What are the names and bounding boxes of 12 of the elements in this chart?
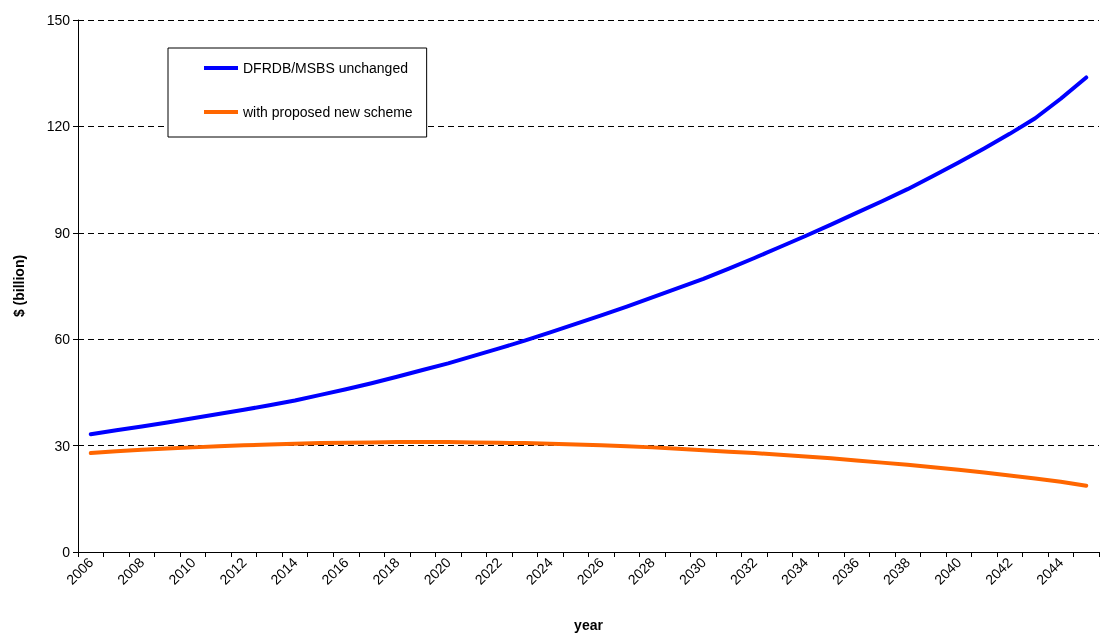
x-axis-title: year: [574, 617, 604, 633]
y-tick-label: 0: [62, 544, 71, 560]
legend-label: with proposed new scheme: [242, 104, 413, 120]
y-tick-label: 150: [46, 12, 71, 28]
y-axis-title: $ (billion): [11, 254, 27, 318]
line-series: [88, 440, 1089, 488]
y-tick-label: 90: [54, 224, 71, 241]
legend-label: DFRDB/MSBS unchanged: [243, 60, 408, 76]
y-tick-label: 120: [46, 118, 71, 135]
y-tick-label: 60: [54, 331, 71, 348]
y-tick-label: 30: [54, 437, 71, 454]
line-series: [88, 75, 1089, 437]
